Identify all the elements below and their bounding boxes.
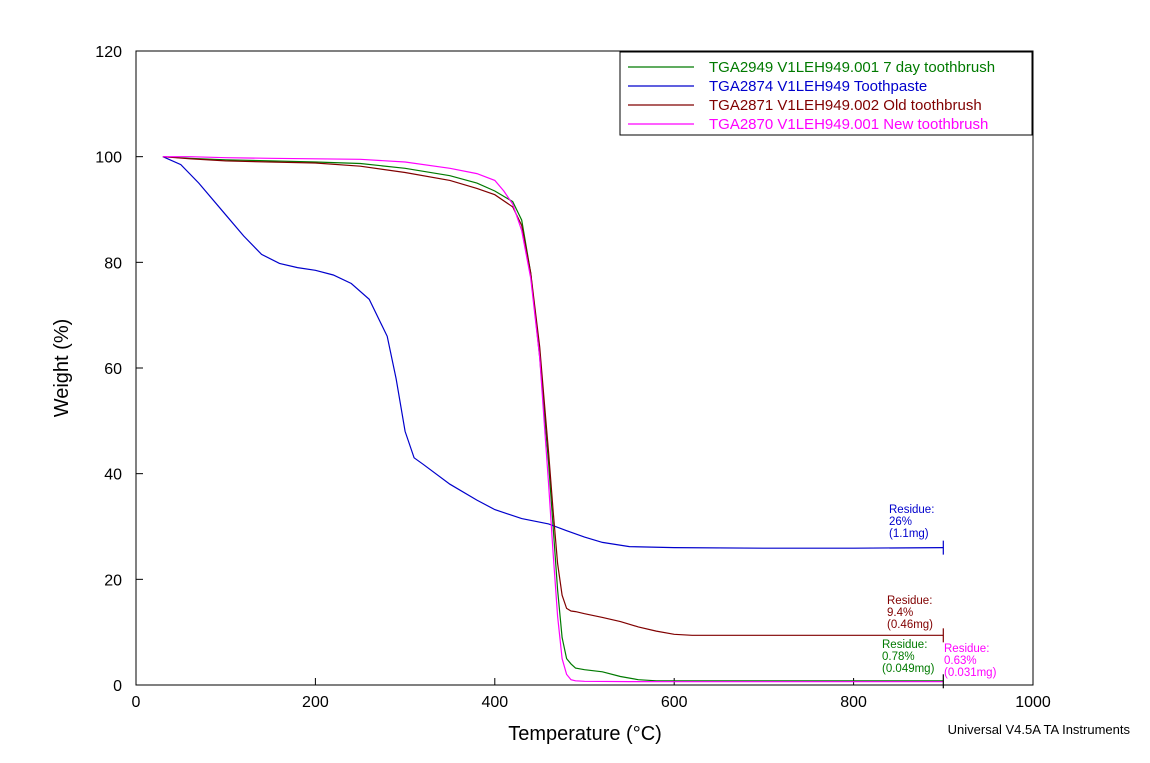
y-tick-label: 60 [104,361,122,378]
legend: TGA2949 V1LEH949.001 7 day toothbrush TGA… [619,51,1033,136]
residue-label: Residue: [887,595,932,607]
residue-label: (1.1mg) [889,528,929,540]
x-tick-label: 0 [132,694,141,711]
residue-label: 26% [889,516,912,528]
y-tick-label: 100 [95,150,122,167]
x-axis-title: Temperature (°C) [508,723,662,745]
y-tick-label: 120 [95,44,122,61]
x-tick-label: 200 [302,694,329,711]
annotation-layer: Residue:26%(1.1mg)Residue:9.4%(0.46mg)Re… [882,504,997,689]
residue-label: 0.63% [944,655,977,667]
y-axis-title: Weight (%) [51,319,73,418]
y-tick-label: 20 [104,572,122,589]
legend-entry: TGA2870 V1LEH949.001 New toothbrush [709,116,988,133]
y-tick-label: 0 [113,678,122,695]
residue-annotation: Residue:0.78%(0.049mg) [882,639,935,675]
x-tick-label: 1000 [1015,694,1051,711]
residue-annotation: Residue:0.63%(0.031mg) [944,643,997,679]
residue-label: (0.46mg) [887,619,933,631]
residue-label: Residue: [944,643,989,655]
residue-annotation: Residue:26%(1.1mg) [889,504,934,540]
residue-label: (0.031mg) [944,667,997,679]
residue-label: 0.78% [882,651,915,663]
x-tick-label: 800 [840,694,867,711]
legend-items: TGA2949 V1LEH949.001 7 day toothbrush TGA… [628,59,995,133]
legend-entry: TGA2871 V1LEH949.002 Old toothbrush [709,97,982,114]
series-line-2 [162,156,944,636]
series-line-0 [162,156,944,682]
footer-credit: Universal V4.5A TA Instruments [948,722,1131,737]
residue-label: Residue: [882,639,927,651]
residue-label: 9.4% [887,607,913,619]
y-tick-label: 80 [104,255,122,272]
series-line-3 [162,156,944,683]
legend-entry: TGA2874 V1LEH949 Toothpaste [709,78,927,95]
residue-label: (0.049mg) [882,663,935,675]
series-layer [162,156,944,683]
x-tick-label: 600 [661,694,688,711]
residue-annotation: Residue:9.4%(0.46mg) [887,595,933,631]
legend-box [619,51,1033,136]
residue-label: Residue: [889,504,934,516]
plot-frame [135,50,1034,686]
axis-ticks: 0 200 400 600 800 1000 0 20 40 60 80 100 120 [95,44,1051,711]
x-tick-label: 400 [481,694,508,711]
y-tick-label: 40 [104,467,122,484]
series-line-1 [162,156,944,549]
legend-entry: TGA2949 V1LEH949.001 7 day toothbrush [709,59,995,76]
